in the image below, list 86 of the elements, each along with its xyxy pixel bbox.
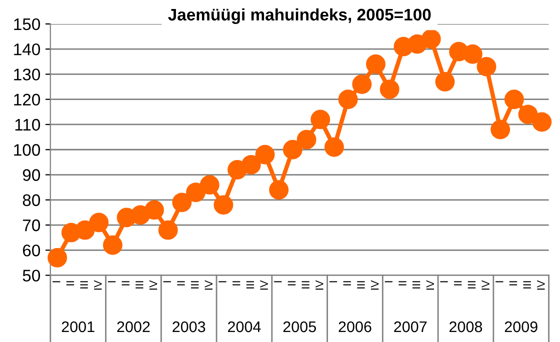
point (504, 90, 524, 110)
x-tick-label: IV (149, 280, 158, 290)
point (282, 140, 302, 160)
x-tick-label: I (52, 281, 60, 282)
point (158, 220, 178, 240)
y-tick-label: 90 (22, 169, 40, 181)
x-tick-label: I (274, 281, 282, 282)
x-tick-label: II (66, 281, 74, 286)
x-tick-label: I (163, 281, 171, 282)
point (241, 154, 261, 174)
x-tick-label: I (218, 281, 226, 282)
text: 2002 (117, 321, 150, 332)
point (352, 74, 372, 94)
point (366, 54, 386, 74)
x-tick-label: III (136, 281, 144, 288)
point (269, 180, 289, 200)
x-tick-label: II (122, 281, 130, 286)
x-tick-label: III (80, 281, 88, 288)
x-tick-label: III (412, 281, 420, 288)
x-tick-label: III (468, 281, 476, 288)
x-tick-label: II (232, 281, 240, 286)
text: 2005 (283, 321, 316, 332)
x-tick-label: I (329, 281, 338, 282)
point (214, 195, 234, 215)
point (48, 248, 68, 268)
x-tick-label: III (246, 281, 254, 288)
point (144, 200, 164, 220)
point (421, 29, 441, 49)
x-tick-label: IV (204, 280, 212, 290)
point (310, 110, 330, 130)
x-tick-label: II (509, 281, 518, 286)
x-tick-label: IV (94, 280, 102, 290)
x-tick-label: I (108, 281, 116, 282)
point (296, 130, 316, 150)
text: 2008 (450, 321, 482, 332)
x-tick-label: IV (537, 280, 545, 290)
x-tick-label: IV (482, 280, 490, 290)
x-tick-label: II (454, 281, 462, 286)
y-tick-label: 120 (14, 94, 40, 106)
point (75, 220, 95, 240)
text: 2009 (504, 321, 538, 332)
point (490, 120, 510, 140)
x-tick-label: III (302, 281, 310, 288)
text: 2001 (62, 321, 94, 332)
x-tick-label: III (523, 281, 531, 288)
point (476, 56, 496, 76)
point (89, 212, 109, 232)
point (380, 80, 400, 100)
y-tick-label: 140 (14, 43, 40, 56)
x-tick-label: IV (426, 280, 434, 290)
point (255, 144, 275, 164)
y-tick-label: 50 (22, 270, 40, 282)
point (172, 192, 192, 212)
y-tick-label: 100 (14, 144, 40, 156)
x-tick-label: IV (316, 280, 324, 290)
x-tick-label: I (440, 281, 448, 282)
y-tick-label: 60 (22, 244, 40, 256)
y-tick-label: 150 (14, 18, 40, 30)
text: 2006 (338, 321, 372, 332)
x-tick-label: III (190, 281, 199, 288)
x-tick-label: I (496, 281, 504, 282)
x-tick-label: II (177, 281, 185, 286)
point (186, 182, 206, 202)
x-tick-label: II (288, 281, 296, 286)
x-tick-label: III (357, 281, 365, 288)
point (532, 112, 552, 132)
point (338, 90, 358, 110)
y-tick-label: 130 (14, 68, 40, 80)
x-tick-label: IV (260, 280, 268, 290)
point (462, 44, 482, 64)
y-tick-label: 80 (22, 194, 40, 206)
y-tick-label: 110 (15, 118, 40, 131)
y-tick-label: 70 (22, 219, 40, 232)
point (102, 235, 122, 255)
x-tick-label: I (384, 281, 392, 282)
point (435, 72, 455, 92)
text: 2003 (172, 321, 206, 332)
text: 2004 (228, 321, 261, 332)
point (518, 104, 538, 124)
point (324, 137, 344, 157)
x-tick-label: II (398, 281, 406, 286)
chart-title: Jaemüügi mahuindeks, 2005=100 (168, 8, 431, 24)
x-tick-label: II (343, 281, 351, 286)
point (200, 175, 220, 195)
text: 2007 (394, 321, 427, 332)
x-tick-label: IV (370, 280, 379, 290)
